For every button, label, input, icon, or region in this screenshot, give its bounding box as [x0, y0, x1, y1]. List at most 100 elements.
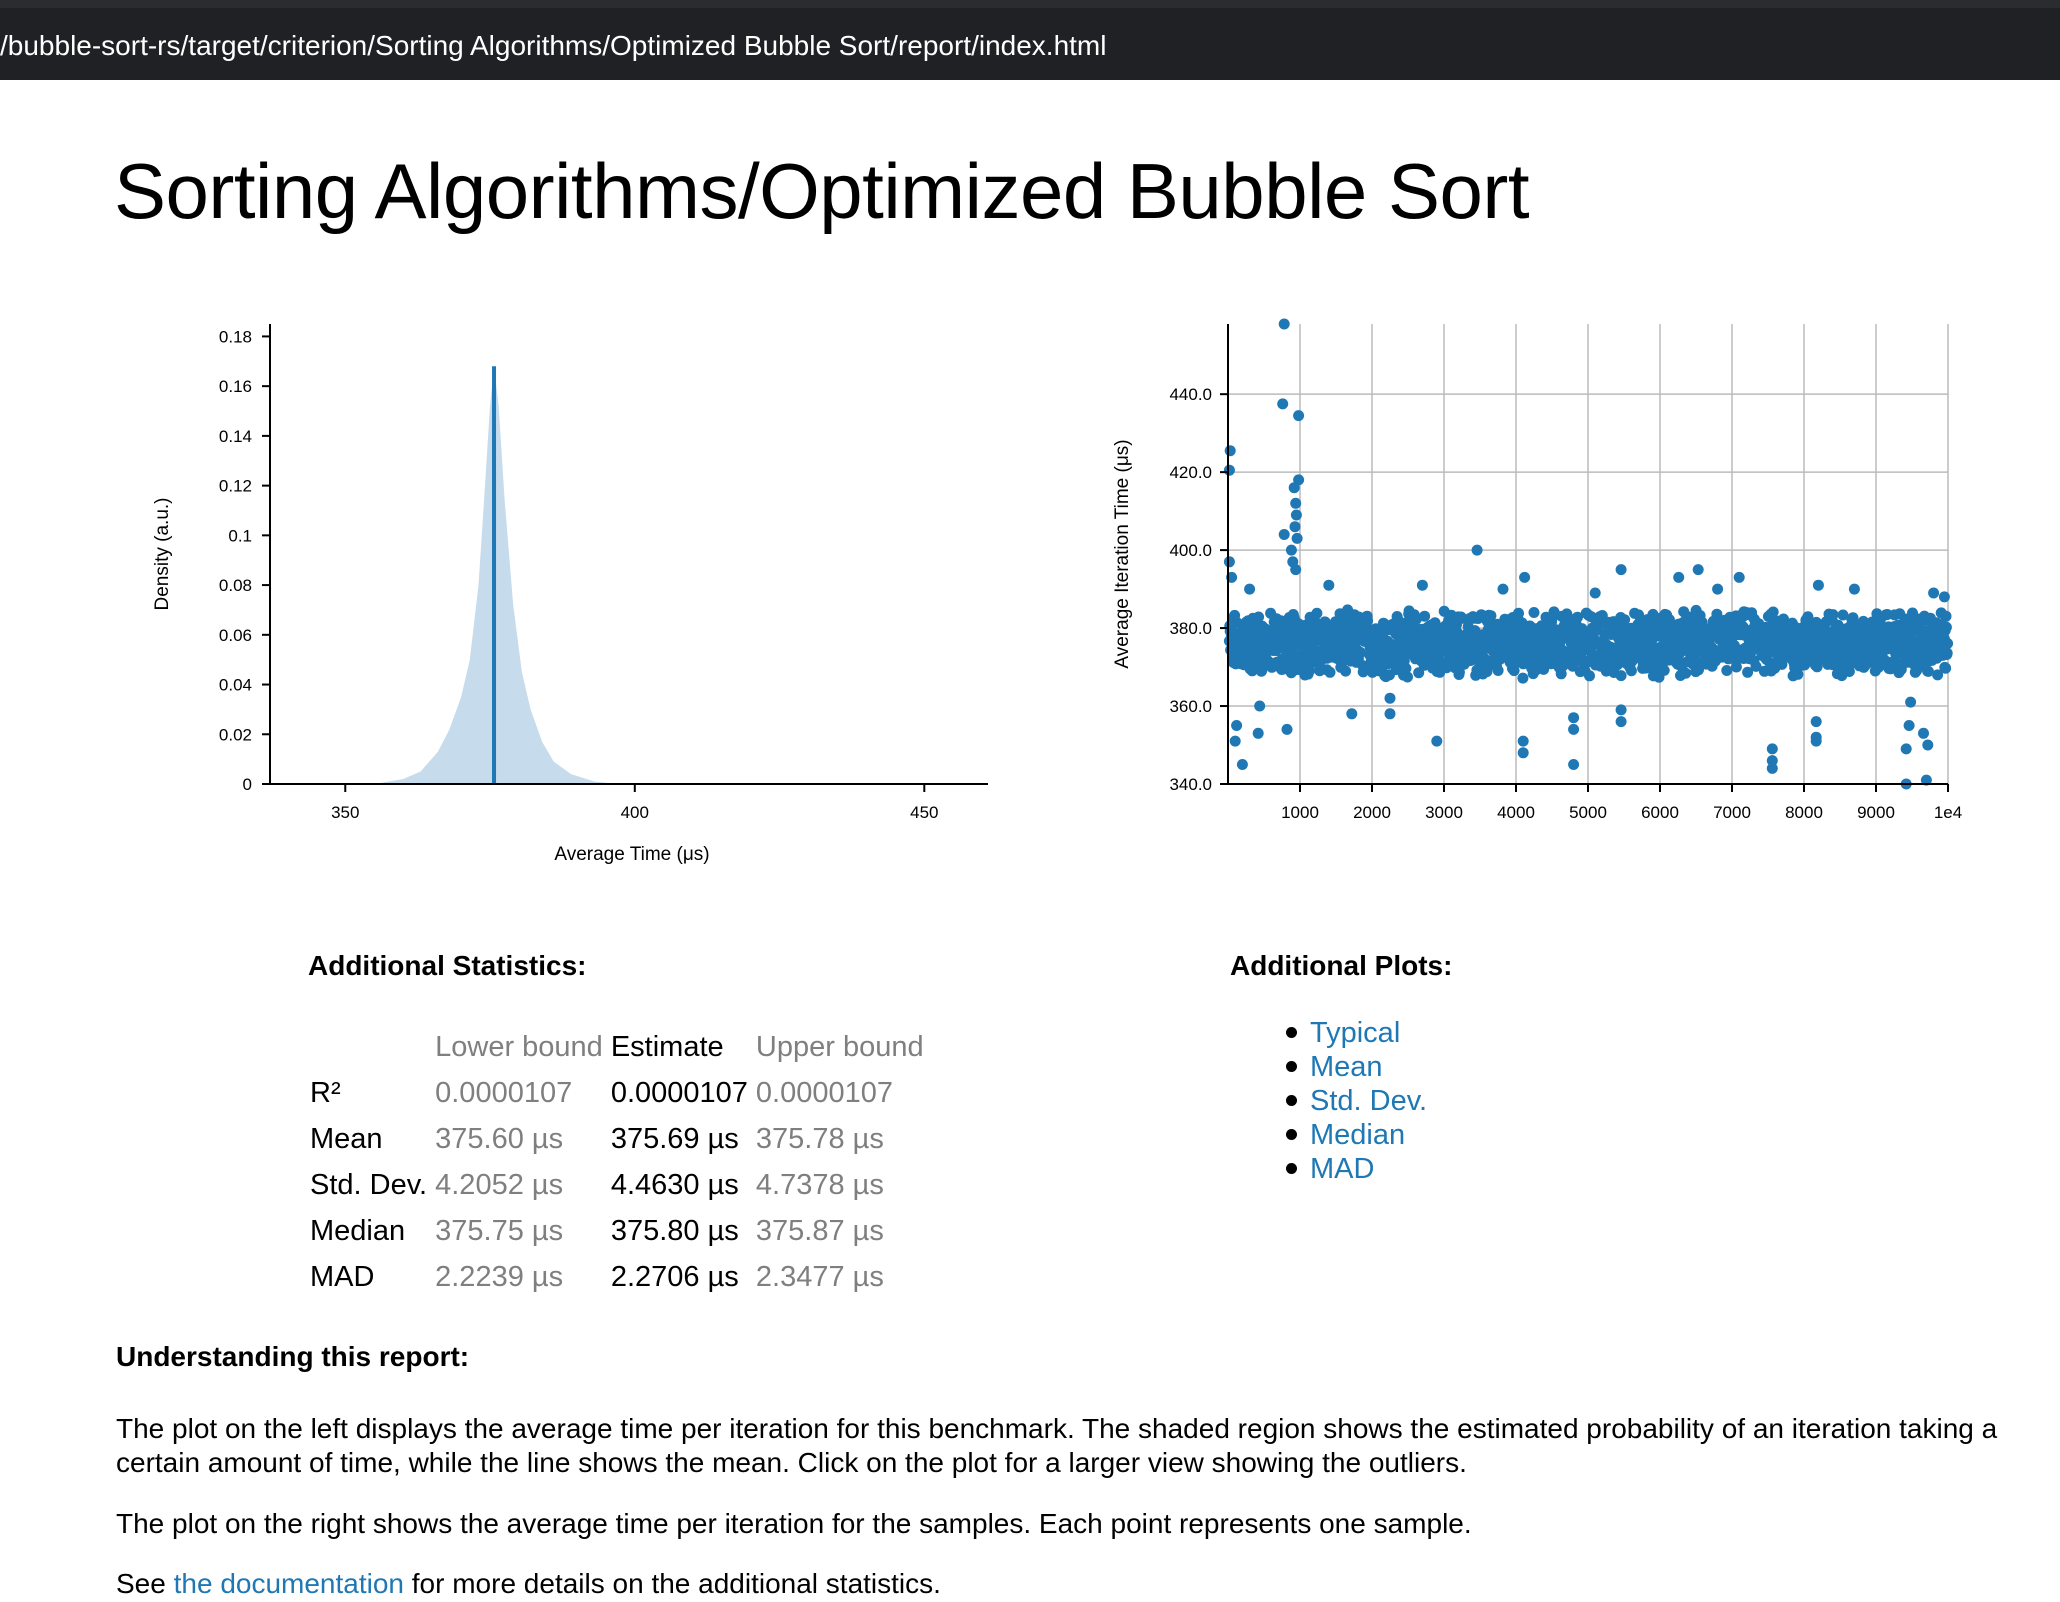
additional-statistics-heading: Additional Statistics: — [308, 950, 587, 981]
sample-point — [1615, 704, 1627, 716]
x-tick-label: 3000 — [1425, 803, 1463, 822]
sample-point — [1410, 613, 1422, 625]
sample-point — [1340, 665, 1352, 677]
x-axis-title: Average Time (μs) — [554, 844, 709, 865]
sample-point — [1918, 727, 1929, 739]
stat-upper: 4.7378 µs — [755, 1168, 884, 1201]
sample-point — [1900, 743, 1912, 755]
row-label-header — [306, 1024, 431, 1070]
upper-bound-header: Upper bound — [755, 1030, 924, 1063]
browser-address-bar[interactable]: /bubble-sort-rs/target/criterion/Sorting… — [0, 0, 2060, 80]
x-tick-label: 7000 — [1713, 803, 1751, 822]
sample-point — [1625, 665, 1637, 677]
sample-point — [1288, 482, 1300, 494]
sample-point — [1384, 708, 1396, 720]
lower-bound-header: Lower bound — [435, 1030, 603, 1063]
sample-point — [1568, 723, 1580, 735]
sample-point — [1517, 747, 1529, 759]
stat-label: R² — [310, 1076, 341, 1109]
y-tick-label: 0 — [243, 775, 252, 794]
bullet-icon — [1286, 1061, 1297, 1072]
sample-point — [1767, 606, 1779, 618]
plot-link-std-dev[interactable]: Std. Dev. — [1310, 1085, 1428, 1117]
stat-lower: 4.2052 µs — [435, 1168, 564, 1201]
plot-link-mean[interactable]: Mean — [1310, 1051, 1383, 1083]
plot-link-mad[interactable]: MAD — [1310, 1153, 1375, 1185]
documentation-note-prefix: See — [116, 1568, 174, 1599]
bullet-icon — [1286, 1163, 1297, 1174]
y-axis-title: Average Iteration Time (μs) — [1112, 439, 1133, 668]
sample-point — [1581, 657, 1593, 668]
y-tick-label: 0.02 — [219, 725, 252, 744]
sample-point — [1289, 521, 1301, 533]
sample-point — [1290, 564, 1302, 576]
sample-point — [1568, 759, 1580, 770]
density-chart[interactable]: 0 0.02 0.04 0.06 0.08 0.1 0.12 0.14 0.16 0.18 350 4… — [0, 300, 1010, 880]
documentation-link[interactable]: the documentation — [173, 1568, 404, 1599]
sample-point — [1290, 497, 1302, 509]
sample-point — [1658, 664, 1670, 676]
stat-estimate: 375.69 µs — [610, 1122, 739, 1155]
sample-point — [1291, 532, 1303, 544]
stat-upper: 375.78 µs — [755, 1122, 884, 1155]
page-title: Sorting Algorithms/Optimized Bubble Sort — [114, 147, 1530, 235]
x-tick-label: 350 — [331, 803, 359, 822]
sample-point — [1441, 662, 1453, 674]
sample-point — [1362, 615, 1374, 627]
sample-point — [1766, 743, 1778, 755]
x-tick-label: 6000 — [1641, 803, 1679, 822]
sample-point — [1692, 564, 1704, 576]
x-tick-label: 8000 — [1785, 803, 1823, 822]
stat-row-mad: MAD 2.2239 µs 2.2706 µs 2.3477 µs — [306, 1254, 928, 1300]
sample-point — [1584, 670, 1595, 682]
x-tick-label: 1000 — [1281, 803, 1319, 822]
bullet-icon — [1286, 1027, 1297, 1038]
sample-point — [1922, 665, 1934, 677]
y-tick-label: 440.0 — [1169, 385, 1212, 404]
sample-point — [1837, 609, 1849, 621]
sample-point — [1324, 666, 1336, 678]
x-tick-label: 2000 — [1353, 803, 1391, 822]
sample-point — [1712, 583, 1724, 595]
sample-point — [1278, 529, 1290, 540]
sample-point — [1431, 735, 1443, 747]
x-tick-label: 4000 — [1497, 803, 1535, 822]
y-tick-label: 0.04 — [219, 676, 252, 695]
sample-point — [1810, 716, 1822, 728]
sample-point — [1231, 616, 1243, 628]
sample-point — [1311, 607, 1323, 619]
sample-point — [1802, 611, 1814, 623]
sample-point — [1254, 700, 1266, 712]
bullet-icon — [1286, 1129, 1297, 1140]
sample-point — [1453, 666, 1465, 678]
statistics-header-row: Lower bound Estimate Upper bound — [306, 1024, 928, 1070]
sample-point — [1589, 587, 1601, 599]
sample-point — [1319, 616, 1331, 628]
sample-point — [1633, 609, 1645, 621]
plot-link-median[interactable]: Median — [1310, 1119, 1406, 1151]
stat-lower: 375.60 µs — [435, 1122, 564, 1155]
sample-point — [1253, 611, 1265, 623]
sample-point — [1281, 723, 1293, 735]
sample-point — [1615, 564, 1627, 576]
sample-point — [1922, 739, 1934, 751]
x-tick-label: 5000 — [1569, 803, 1607, 822]
sample-point — [1402, 671, 1413, 683]
sample-point — [1568, 712, 1580, 724]
y-tick-label: 0.18 — [219, 327, 252, 346]
sample-point — [1485, 610, 1497, 622]
x-tick-label: 9000 — [1857, 803, 1895, 822]
plot-link-typical[interactable]: Typical — [1310, 1017, 1401, 1049]
sample-point — [1497, 583, 1509, 595]
sample-point — [1940, 621, 1952, 633]
y-tick-label: 0.16 — [219, 377, 252, 396]
sample-point — [1903, 720, 1915, 731]
sample-point — [1384, 692, 1396, 704]
stat-upper: 375.87 µs — [755, 1214, 884, 1247]
sample-point — [1940, 610, 1952, 622]
iteration-times-chart[interactable]: 1000 2000 3000 4000 5000 6000 7000 8000 9000 1e4 3… — [1000, 300, 2000, 822]
stat-row-r2: R² 0.0000107 0.0000107 0.0000107 — [306, 1070, 928, 1116]
stat-label: Median — [310, 1214, 406, 1247]
stat-estimate: 2.2706 µs — [610, 1260, 739, 1293]
sample-point — [1346, 708, 1358, 720]
